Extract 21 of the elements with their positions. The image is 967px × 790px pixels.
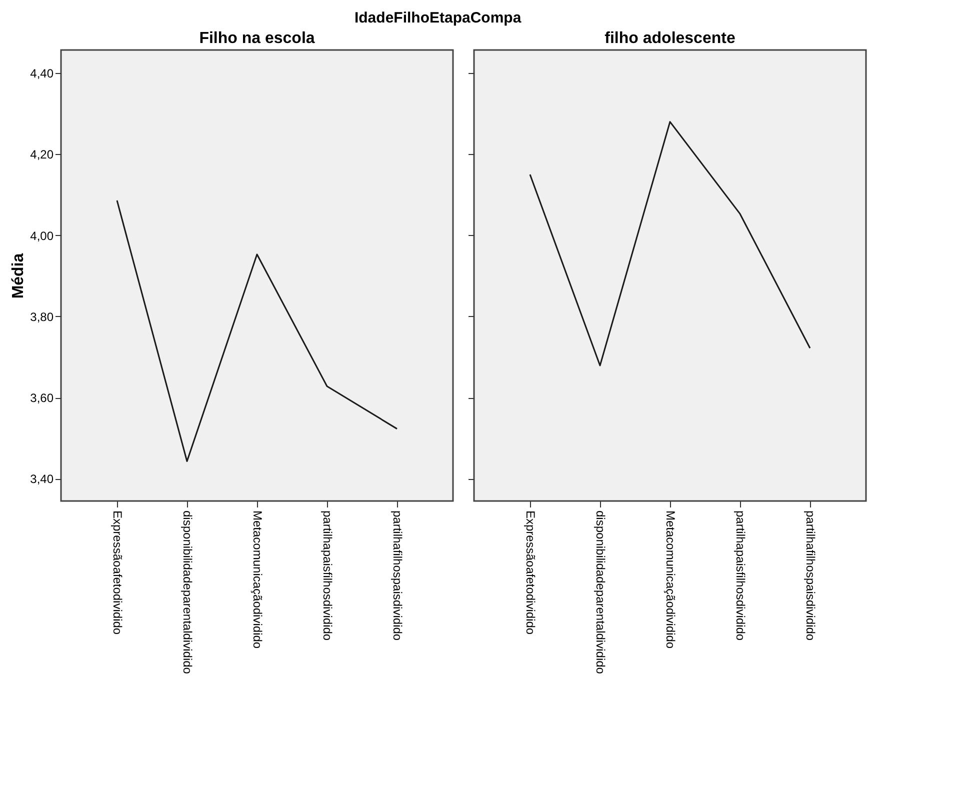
x-tick-label: partilhapaisfilhosdividido [734, 510, 748, 641]
x-tick-label: Expressãoafetodividido [110, 510, 124, 635]
y-tick-label: 3,60 [30, 391, 54, 406]
y-tick-label: 4,40 [30, 66, 54, 81]
x-tick-label: partilhafilhospaisdividido [390, 510, 404, 641]
x-tick-label: partilhafilhospaisdividido [804, 510, 818, 641]
y-tick-label: 3,40 [30, 472, 54, 486]
y-axis-title: Média [10, 253, 28, 299]
chart-title: filho adolescente [604, 30, 736, 47]
text: IdadeFilhoEtapaCompa [354, 9, 522, 26]
x-tick-label: Expressãoafetodividido [524, 510, 538, 635]
y-tick-label: 4,20 [30, 148, 54, 162]
x-tick-label: Metacomunicaçãodividido [664, 510, 678, 649]
x-tick-label: disponibilidadeparentaldividido [180, 510, 194, 674]
x-tick-label: partilhapaisfilhosdividido [320, 510, 334, 641]
line-series [116, 200, 398, 462]
x-tick-label: Metacomunicaçãodividido [250, 510, 264, 649]
x-tick-label: disponibilidadeparentaldividido [594, 510, 608, 674]
y-tick-label: 3,80 [30, 310, 54, 324]
chart-title: Filho na escola [199, 30, 315, 47]
y-tick-label: 4,00 [30, 228, 54, 243]
